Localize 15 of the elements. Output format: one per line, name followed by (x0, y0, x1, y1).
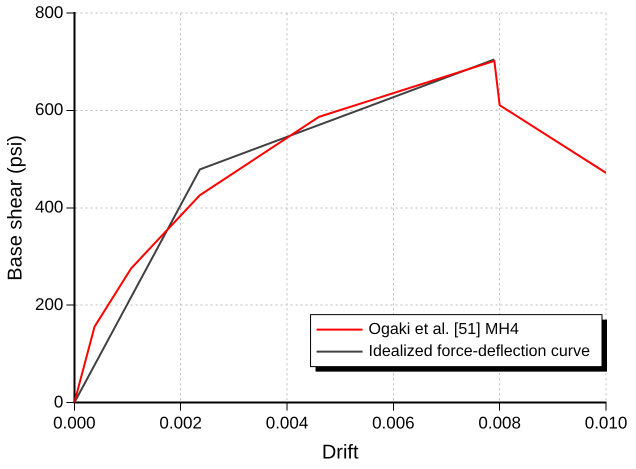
y-tick-label: 400 (34, 198, 64, 217)
y-tick-label: 600 (34, 100, 64, 120)
x-tick-label: 0.000 (53, 413, 96, 432)
legend-label: Ogaki et al. [51] MH4 (368, 321, 519, 338)
x-tick-label: 0.008 (478, 413, 521, 432)
legend-label: Idealized force-deflection curve (368, 343, 590, 360)
x-tick-label: 0.006 (372, 413, 415, 432)
y-tick-label: 200 (34, 294, 64, 314)
x-tick-label: 0.002 (159, 413, 202, 432)
x-axis-title: Drift (322, 442, 359, 464)
x-tick-label: 0.010 (584, 413, 628, 432)
x-tick-label: 0.004 (266, 413, 308, 432)
y-tick-label: 800 (34, 2, 64, 22)
y-tick-label: 0 (54, 392, 64, 412)
y-axis-title: Base shear (psi) (4, 135, 27, 281)
